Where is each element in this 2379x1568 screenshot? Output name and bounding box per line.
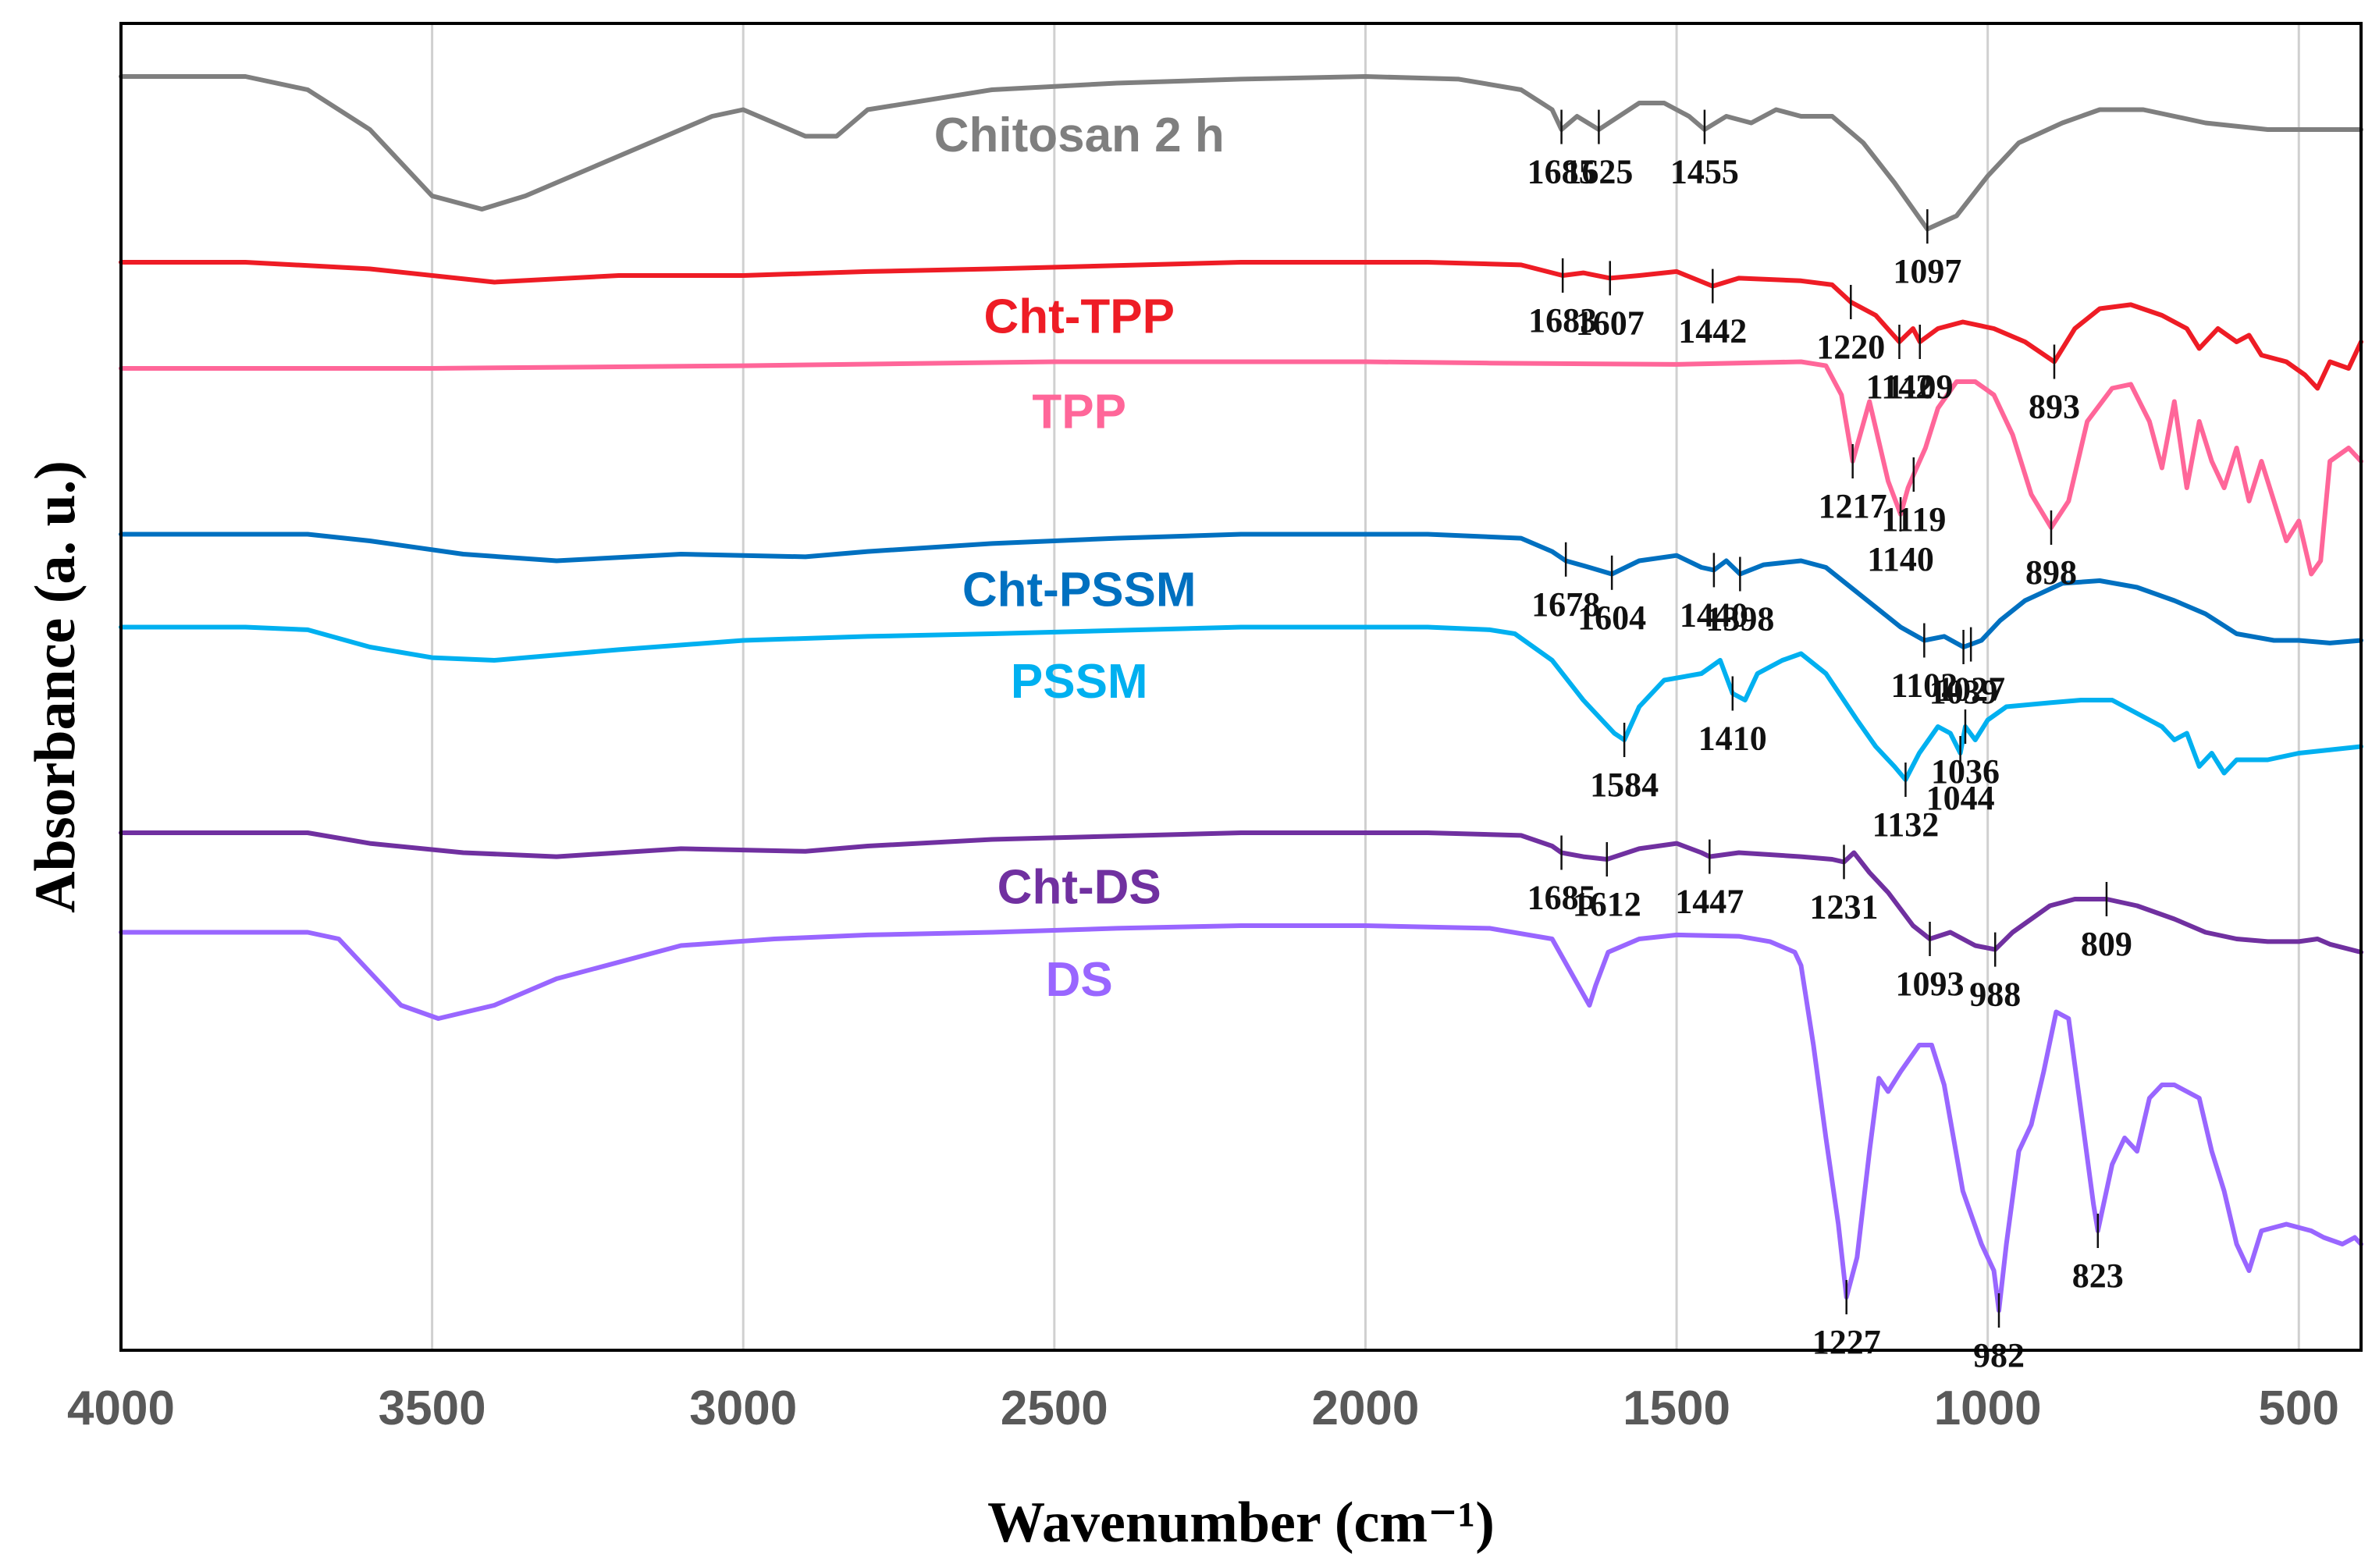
peak-label-pssm-1584: 1584 (1590, 766, 1659, 804)
series-line-ds (119, 923, 2363, 1313)
series-line-cht-pssm (119, 532, 2363, 649)
x-tick-label-1000: 1000 (1934, 1381, 2042, 1435)
peak-label-cht-tpp-893: 893 (2029, 388, 2080, 426)
peak-label-tpp-898: 898 (2025, 553, 2077, 592)
grid-layer (431, 23, 2300, 1350)
peak-label-cht-pssm-1027: 1027 (1936, 670, 2005, 709)
series-label-chitosan-2-h: Chitosan 2 h (934, 108, 1225, 162)
series-label-ds: DS (1046, 953, 1113, 1007)
peak-label-cht-ds-1231: 1231 (1810, 887, 1879, 926)
series-line-chitosan-2-h (119, 74, 2363, 232)
series-line-pssm (119, 624, 2363, 782)
series-label-cht-pssm: Cht-PSSM (962, 564, 1197, 617)
peak-label-cht-tpp-1109: 1109 (1886, 368, 1954, 406)
peak-label-cht-ds-1685: 1685 (1527, 879, 1596, 917)
y-axis-title: Absorbance (a. u.) (23, 460, 87, 913)
x-tick-label-1500: 1500 (1623, 1381, 1730, 1435)
peak-label-chitosan-2-h-1097: 1097 (1893, 252, 1961, 290)
x-tick-label-2500: 2500 (1001, 1381, 1108, 1435)
peak-label-cht-ds-988: 988 (1969, 976, 2021, 1014)
peak-label-cht-ds-1093: 1093 (1896, 965, 1965, 1003)
peak-label-tpp-1119: 1119 (1881, 500, 1946, 539)
peak-label-cht-tpp-1607: 1607 (1576, 304, 1645, 342)
series-label-cht-tpp: Cht-TPP (983, 290, 1175, 344)
x-tick-label-3000: 3000 (689, 1381, 797, 1435)
x-tick-label-3500: 3500 (379, 1381, 486, 1435)
peak-label-cht-pssm-1398: 1398 (1705, 600, 1774, 638)
peak-label-pssm-1410: 1410 (1698, 720, 1767, 758)
peak-label-cht-pssm-1604: 1604 (1577, 599, 1646, 637)
series-line-cht-tpp (119, 260, 2363, 391)
peak-label-ds-1227: 1227 (1812, 1323, 1881, 1361)
peak-label-cht-tpp-1142: 1142 (1866, 368, 1933, 406)
x-tick-layer: 4000 3500 3000 2500 2000 1500 1000 500 (67, 1381, 2339, 1435)
peak-label-chitosan-2-h-1625: 1625 (1564, 153, 1633, 191)
peak-label-chitosan-2-h-1685: 1685 (1527, 153, 1596, 191)
peak-label-cht-pssm-1039: 1039 (1929, 673, 1998, 711)
peak-label-cht-tpp-1442: 1442 (1678, 312, 1747, 350)
series-line-cht-ds (119, 830, 2363, 955)
peak-label-cht-ds-1447: 1447 (1675, 883, 1744, 921)
peak-label-cht-ds-1612: 1612 (1573, 885, 1641, 923)
peak-label-pssm-1036: 1036 (1931, 752, 2000, 791)
series-label-pssm: PSSM (1011, 655, 1148, 709)
series-name-layer: Chitosan 2 h Cht-TPP TPP Cht-PSSM PSSM Cht-DS… (934, 108, 1225, 1007)
peak-label-pssm-1132: 1132 (1872, 805, 1940, 844)
peak-label-cht-pssm-1440: 1440 (1680, 596, 1748, 634)
peak-label-ds-823: 823 (2072, 1257, 2124, 1295)
peak-label-cht-tpp-1220: 1220 (1816, 328, 1885, 366)
peak-label-cht-ds-809: 809 (2081, 925, 2132, 963)
peak-label-chitosan-2-h-1455: 1455 (1670, 153, 1739, 191)
x-tick-label-4000: 4000 (67, 1381, 175, 1435)
peak-label-pssm-1044: 1044 (1926, 779, 1995, 817)
series-label-cht-ds: Cht-DS (997, 861, 1161, 915)
peak-label-tpp-1140: 1140 (1867, 540, 1934, 578)
x-tick-label-500: 500 (2259, 1381, 2339, 1435)
x-axis-title: Wavenumber (cm⁻¹) (987, 1491, 1495, 1555)
series-layer (119, 74, 2363, 1313)
peak-label-cht-tpp-1683: 1683 (1528, 301, 1597, 340)
series-label-tpp: TPP (1032, 386, 1126, 439)
peak-label-ds-982: 982 (1973, 1336, 2025, 1374)
x-tick-label-2000: 2000 (1311, 1381, 1419, 1435)
peak-label-cht-pssm-1102: 1102 (1891, 667, 1958, 705)
series-line-tpp (119, 359, 2363, 577)
peak-label-tpp-1217: 1217 (1819, 487, 1887, 525)
peak-label-cht-pssm-1678: 1678 (1531, 585, 1600, 624)
plot-frame (119, 22, 2363, 1352)
